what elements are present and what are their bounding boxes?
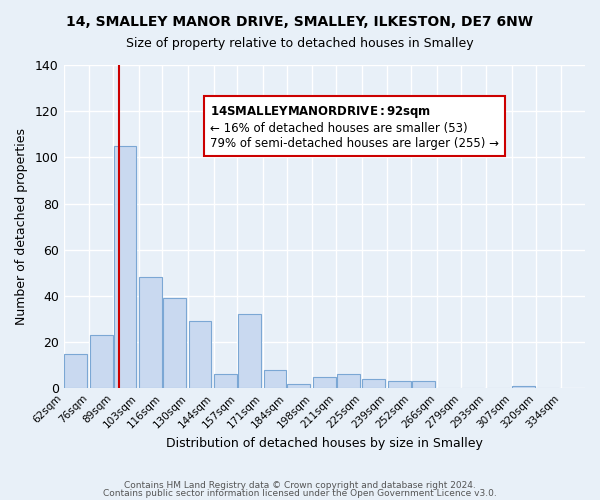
Text: Contains public sector information licensed under the Open Government Licence v3: Contains public sector information licen… <box>103 488 497 498</box>
Text: 14, SMALLEY MANOR DRIVE, SMALLEY, ILKESTON, DE7 6NW: 14, SMALLEY MANOR DRIVE, SMALLEY, ILKEST… <box>67 15 533 29</box>
Text: $\bf{14 SMALLEY MANOR DRIVE: 92sqm}$
← 16% of detached houses are smaller (53)
7: $\bf{14 SMALLEY MANOR DRIVE: 92sqm}$ ← 1… <box>209 104 499 150</box>
Bar <box>287 384 310 388</box>
Bar <box>90 335 113 388</box>
Bar <box>412 382 434 388</box>
Bar <box>163 298 186 388</box>
Y-axis label: Number of detached properties: Number of detached properties <box>15 128 28 325</box>
Bar <box>313 377 336 388</box>
Bar <box>238 314 261 388</box>
Text: Contains HM Land Registry data © Crown copyright and database right 2024.: Contains HM Land Registry data © Crown c… <box>124 481 476 490</box>
Bar <box>214 374 237 388</box>
Bar <box>113 146 136 388</box>
Text: Size of property relative to detached houses in Smalley: Size of property relative to detached ho… <box>126 38 474 51</box>
Bar <box>188 322 211 388</box>
Bar <box>263 370 286 388</box>
Bar <box>388 382 411 388</box>
Bar <box>64 354 87 388</box>
X-axis label: Distribution of detached houses by size in Smalley: Distribution of detached houses by size … <box>166 437 483 450</box>
Bar <box>337 374 359 388</box>
Bar <box>139 278 162 388</box>
Bar <box>512 386 535 388</box>
Bar <box>362 379 385 388</box>
